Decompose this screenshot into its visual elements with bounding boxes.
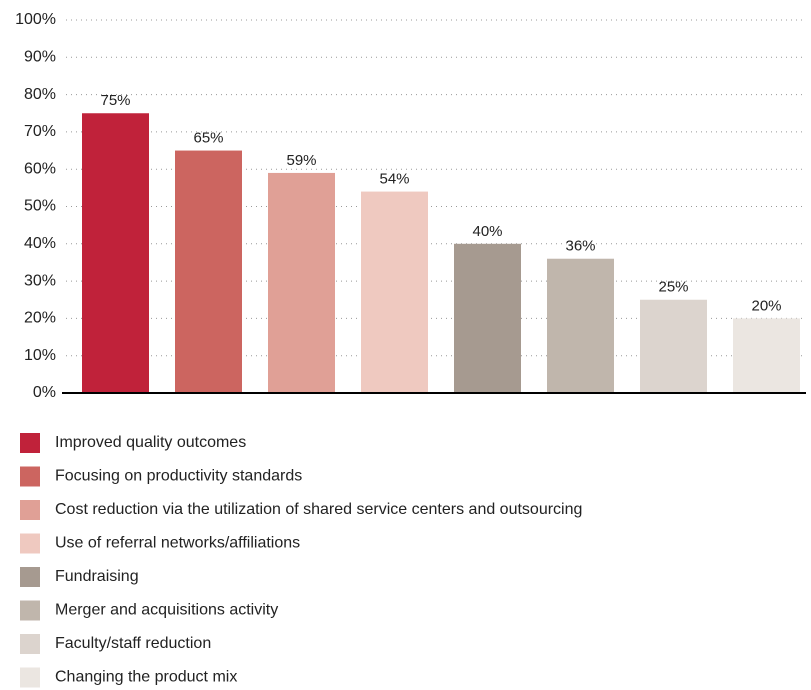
y-tick-label: 90% — [24, 49, 56, 66]
y-tick-label: 20% — [24, 310, 56, 327]
bar — [175, 150, 242, 393]
value-label: 36% — [565, 238, 595, 255]
y-tick-label: 100% — [15, 11, 56, 28]
bar — [268, 172, 335, 393]
bar — [640, 299, 707, 393]
legend-swatch — [20, 433, 40, 453]
legend-label: Improved quality outcomes — [55, 434, 246, 451]
y-tick-label: 50% — [24, 198, 56, 215]
legend-swatch — [20, 667, 40, 688]
value-label: 75% — [100, 92, 130, 109]
legend-swatch — [20, 634, 40, 654]
y-tick-label: 60% — [24, 160, 56, 177]
legend-swatch — [20, 500, 40, 520]
y-tick-label: 0% — [33, 384, 56, 401]
y-tick-label: 40% — [24, 235, 56, 252]
legend-swatch — [20, 466, 40, 487]
legend-swatch — [20, 600, 40, 621]
legend-label: Merger and acquisitions activity — [55, 602, 278, 619]
legend-label: Fundraising — [55, 568, 139, 585]
value-label: 40% — [472, 223, 502, 240]
legend-swatch — [20, 533, 40, 554]
y-tick-label: 30% — [24, 272, 56, 289]
value-label: 54% — [379, 171, 409, 188]
bar — [547, 258, 614, 393]
legend-label: Focusing on productivity standards — [55, 468, 302, 485]
bar — [361, 191, 428, 393]
y-tick-label: 70% — [24, 123, 56, 140]
value-label: 59% — [286, 152, 316, 169]
y-tick-label: 80% — [24, 86, 56, 103]
legend-swatch — [20, 567, 40, 587]
value-label: 65% — [193, 130, 223, 147]
legend-label: Changing the product mix — [55, 669, 237, 686]
legend-label: Cost reduction via the utilization of sh… — [55, 501, 582, 518]
value-label: 20% — [751, 297, 781, 314]
legend-label: Faculty/staff reduction — [55, 635, 211, 652]
bar — [454, 243, 521, 393]
bar — [82, 113, 149, 393]
legend-label: Use of referral networks/affiliations — [55, 535, 300, 552]
value-label: 25% — [658, 279, 688, 296]
y-tick-label: 10% — [24, 347, 56, 364]
bar — [733, 318, 800, 393]
